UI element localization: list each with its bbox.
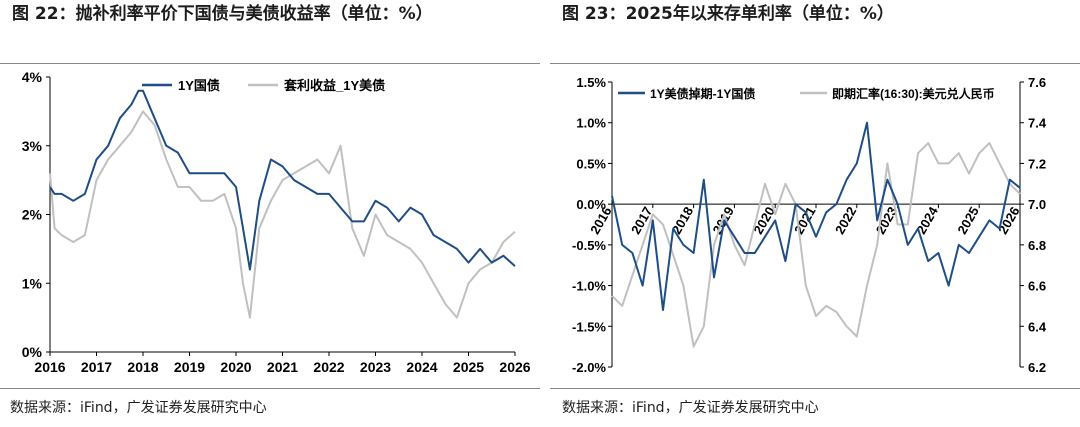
legend-label-2: 即期汇率(16:30):美元兑人民币 bbox=[832, 86, 995, 101]
legend-label-1: 1Y美债掉期-1Y国债 bbox=[650, 86, 755, 101]
x-tick-label: 2016 bbox=[34, 359, 65, 375]
y-tick-label: 0% bbox=[22, 344, 43, 360]
legend-label-2: 套利收益_1Y美债 bbox=[283, 78, 385, 93]
x-tick-label: 2026 bbox=[499, 359, 530, 375]
y-tick-label: 2% bbox=[22, 207, 43, 223]
left-y-tick-label: -1.0% bbox=[572, 279, 606, 294]
series-line-1 bbox=[49, 89, 516, 271]
x-tick-label: 2018 bbox=[127, 359, 158, 375]
y-tick-label: 3% bbox=[22, 138, 43, 154]
left-y-tick-label: -0.5% bbox=[572, 238, 606, 253]
left-figure-title: 图 22：抛补利率平价下国债与美债收益率（单位：%） bbox=[12, 4, 433, 24]
right-y-tick-label: 6.8 bbox=[1028, 238, 1046, 253]
left-y-tick-label: 1.5% bbox=[576, 75, 606, 90]
left-y-tick-label: 0.5% bbox=[576, 156, 606, 171]
x-tick-label: 2026 bbox=[995, 204, 1022, 237]
right-y-tick-label: 6.6 bbox=[1028, 279, 1046, 294]
legend-label-1: 1Y国债 bbox=[178, 78, 220, 93]
right-figure-panel: 图 23：2025年以来存单利率（单位：%） 1.5% 1.0% 0.5% 0.0% -… bbox=[540, 0, 1080, 427]
right-line-chart: 1.5% 1.0% 0.5% 0.0% -0.5% -1.0% -1.5% -2.0% 7.6 7… bbox=[572, 75, 1047, 375]
right-y-tick-label: 7.0 bbox=[1028, 197, 1046, 212]
series-line-2 bbox=[49, 110, 516, 319]
left-chart-frame: 0% 1% 2% 3% 4% 2016 2017 2018 2019 2020 2021 2022 20… bbox=[0, 63, 540, 389]
x-tick-label: 2020 bbox=[220, 359, 251, 375]
x-tick-label: 2023 bbox=[360, 359, 391, 375]
series-line-1 bbox=[611, 121, 1021, 311]
left-figure-panel: 图 22：抛补利率平价下国债与美债收益率（单位：%） 0% 1% 2% 3% 4% 201… bbox=[0, 4, 540, 416]
left-line-chart: 0% 1% 2% 3% 4% 2016 2017 2018 2019 2020 2021 2022 20… bbox=[22, 69, 531, 375]
right-y-tick-label: 7.2 bbox=[1028, 156, 1046, 171]
right-figure-title: 图 23：2025年以来存单利率（单位：%） bbox=[562, 4, 894, 24]
x-tick-label: 2024 bbox=[914, 203, 942, 236]
series-line-2 bbox=[611, 142, 1021, 348]
x-tick-label: 2021 bbox=[267, 359, 298, 375]
right-y-tick-label: 7.4 bbox=[1028, 116, 1047, 131]
x-tick-label: 2025 bbox=[453, 359, 484, 375]
y-tick-label: 1% bbox=[22, 275, 43, 291]
x-tick-label: 2017 bbox=[81, 359, 112, 375]
right-y-tick-label: 6.4 bbox=[1028, 319, 1047, 334]
left-y-tick-label: 1.0% bbox=[576, 116, 606, 131]
left-y-tick-label: -1.5% bbox=[572, 319, 606, 334]
x-tick-label: 2024 bbox=[406, 359, 437, 375]
x-tick-label: 2022 bbox=[313, 359, 344, 375]
left-source-note: 数据来源：iFind，广发证券发展研究中心 bbox=[10, 400, 267, 416]
y-tick-label: 4% bbox=[22, 69, 43, 85]
right-y-tick-label: 7.6 bbox=[1028, 75, 1046, 90]
x-tick-label: 2025 bbox=[954, 204, 981, 237]
left-y-tick-label: 0.0% bbox=[576, 197, 606, 212]
left-y-tick-label: -2.0% bbox=[572, 360, 606, 375]
right-chart-frame: 1.5% 1.0% 0.5% 0.0% -0.5% -1.0% -1.5% -2.0% 7.6 7… bbox=[550, 63, 1080, 389]
x-tick-label: 2022 bbox=[832, 204, 859, 237]
right-source-note: 数据来源：iFind，广发证券发展研究中心 bbox=[562, 400, 819, 416]
x-tick-label: 2019 bbox=[174, 359, 205, 375]
right-y-tick-label: 6.2 bbox=[1028, 360, 1046, 375]
